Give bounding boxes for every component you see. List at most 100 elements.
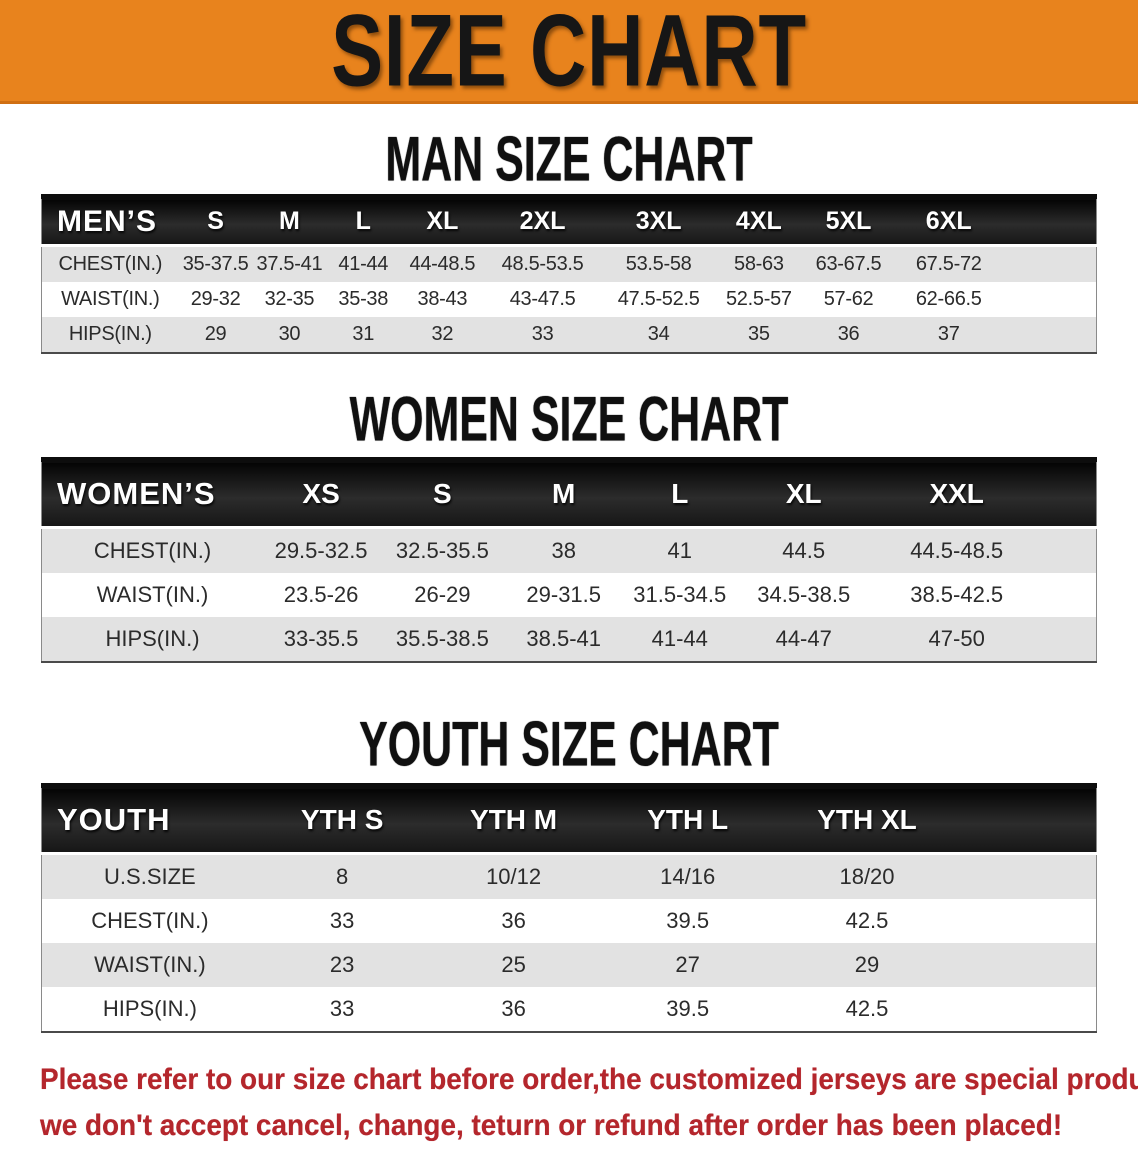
spacer-cell xyxy=(1043,459,1097,529)
spacer-cell xyxy=(1001,282,1096,317)
size-value: 31 xyxy=(352,323,375,345)
size-value: 62-66.5 xyxy=(915,288,982,310)
size-value: 39.5 xyxy=(666,996,710,1021)
table-row: WAIST(IN.) 29-32 32-35 35-38 38-43 43-47.5 47.… xyxy=(41,282,1097,317)
size-value: 47-50 xyxy=(928,626,985,651)
size-value: 44.5-48.5 xyxy=(910,538,1004,563)
size-value: 29.5-32.5 xyxy=(274,538,368,563)
size-value: 29 xyxy=(204,323,227,345)
size-value: 41-44 xyxy=(651,626,708,651)
column-header: YTH M xyxy=(426,785,601,855)
size-value: 52.5-57 xyxy=(725,288,792,310)
size-value: 29-32 xyxy=(190,288,241,310)
column-header: M xyxy=(252,196,327,247)
size-value: 30 xyxy=(278,323,301,345)
size-value: 47.5-52.5 xyxy=(617,288,700,310)
spacer-cell xyxy=(1001,317,1096,353)
size-value: 36 xyxy=(837,323,860,345)
spacer-cell xyxy=(959,987,1096,1032)
spacer-cell xyxy=(959,899,1096,943)
size-value: 44.5 xyxy=(782,538,826,563)
men-size-table: MEN’S S M L XL 2XL 3XL 4XL 5XL 6XL CHEST(IN.) 35-37… xyxy=(41,194,1097,354)
column-header: S xyxy=(379,459,506,529)
table-row: HIPS(IN.) 33-35.5 35.5-38.5 38.5-41 41-44 44-… xyxy=(41,617,1097,662)
size-value: 35 xyxy=(748,323,770,345)
table-row: CHEST(IN.) 29.5-32.5 32.5-35.5 38 41 44.5 44.5… xyxy=(41,527,1097,573)
size-value: 44-47 xyxy=(775,626,832,651)
size-value: 27 xyxy=(675,952,700,977)
column-header: 4XL xyxy=(716,196,802,247)
size-value: 57-62 xyxy=(823,288,874,310)
size-value: 42.5 xyxy=(845,996,889,1021)
size-value: 8 xyxy=(336,864,349,889)
women-section-heading: WOMEN SIZE CHART xyxy=(349,384,789,455)
women-size-table: WOMEN’S XS S M L XL XXL CHEST(IN.) 29.5-32.5 32.5… xyxy=(41,457,1097,663)
size-value: 38 xyxy=(551,538,576,563)
spacer-cell xyxy=(959,785,1097,855)
column-header: 3XL xyxy=(600,196,717,247)
table-row: HIPS(IN.) 33 36 39.5 42.5 xyxy=(41,987,1097,1032)
size-value: 42.5 xyxy=(845,908,889,933)
column-header: L xyxy=(621,459,738,529)
size-value: 33 xyxy=(329,996,355,1021)
row-label: WAIST(IN.) xyxy=(96,582,209,607)
youth-size-table: YOUTH YTH S YTH M YTH L YTH XL U.S.SIZE 8 10/12… xyxy=(41,783,1097,1033)
size-value: 32 xyxy=(431,323,454,345)
size-value: 67.5-72 xyxy=(915,253,982,275)
row-label: CHEST(IN.) xyxy=(93,538,212,563)
table-row: WAIST(IN.) 23.5-26 26-29 29-31.5 31.5-34.5 34… xyxy=(41,573,1097,617)
header-row: WOMEN’S XS S M L XL XXL xyxy=(41,459,1097,529)
spacer-cell xyxy=(1044,573,1097,617)
column-header: YTH S xyxy=(257,785,427,855)
row-label: WAIST(IN.) xyxy=(61,288,160,310)
table-row: CHEST(IN.) 33 36 39.5 42.5 xyxy=(41,899,1097,943)
size-value: 63-67.5 xyxy=(815,253,882,275)
row-label: WAIST(IN.) xyxy=(94,952,206,977)
spacer-cell xyxy=(959,854,1096,900)
column-header: 6XL xyxy=(895,196,1002,247)
column-header: XL xyxy=(400,196,485,247)
spacer-cell xyxy=(1044,617,1097,662)
table-row: WAIST(IN.) 23 25 27 29 xyxy=(41,943,1097,987)
column-header: M xyxy=(505,459,622,529)
table-row: CHEST(IN.) 35-37.5 37.5-41 41-44 44-48.5 48.5… xyxy=(41,245,1097,283)
spacer-cell xyxy=(1001,246,1096,283)
group-label: MEN’S xyxy=(41,196,179,247)
column-header: 5XL xyxy=(801,196,896,247)
row-label: HIPS(IN.) xyxy=(105,626,200,651)
size-value: 25 xyxy=(501,952,526,977)
disclaimer: Please refer to our size chart before or… xyxy=(40,1057,1138,1149)
size-value: 31.5-34.5 xyxy=(633,582,727,607)
column-header: YTH L xyxy=(600,785,775,855)
size-value: 37 xyxy=(937,323,960,345)
group-label: WOMEN’S xyxy=(41,459,264,529)
size-value: 23 xyxy=(329,952,355,977)
size-value: 33 xyxy=(531,323,554,345)
disclaimer-line-2: we don't accept cancel, change, teturn o… xyxy=(40,1109,1063,1142)
column-header: XL xyxy=(737,459,870,529)
size-value: 33-35.5 xyxy=(283,626,359,651)
size-value: 35-37.5 xyxy=(182,253,249,275)
row-label: HIPS(IN.) xyxy=(102,996,197,1021)
section-men: MAN SIZE CHART MEN’S S M L XL 2XL 3XL 4XL 5XL 6XL… xyxy=(0,104,1138,354)
group-label: YOUTH xyxy=(41,785,258,855)
header-row: MEN’S S M L XL 2XL 3XL 4XL 5XL 6XL xyxy=(41,196,1097,247)
spacer-cell xyxy=(959,943,1096,987)
size-value: 38.5-42.5 xyxy=(910,582,1004,607)
banner-title: SIZE CHART xyxy=(331,0,807,108)
size-value: 33 xyxy=(329,908,355,933)
size-value: 34 xyxy=(647,323,670,345)
row-label: HIPS(IN.) xyxy=(68,323,152,345)
size-value: 26-29 xyxy=(414,582,471,607)
size-value: 32-35 xyxy=(264,288,315,310)
table-row: HIPS(IN.) 29 30 31 32 33 34 35 36 37 xyxy=(41,317,1097,353)
column-header: 2XL xyxy=(484,196,601,247)
size-value: 38-43 xyxy=(417,288,468,310)
size-value: 41 xyxy=(667,538,692,563)
size-value: 36 xyxy=(501,908,526,933)
size-value: 53.5-58 xyxy=(625,253,692,275)
spacer-cell xyxy=(1001,196,1097,247)
size-value: 14/16 xyxy=(660,864,716,889)
size-value: 38.5-41 xyxy=(526,626,602,651)
size-value: 36 xyxy=(501,996,526,1021)
